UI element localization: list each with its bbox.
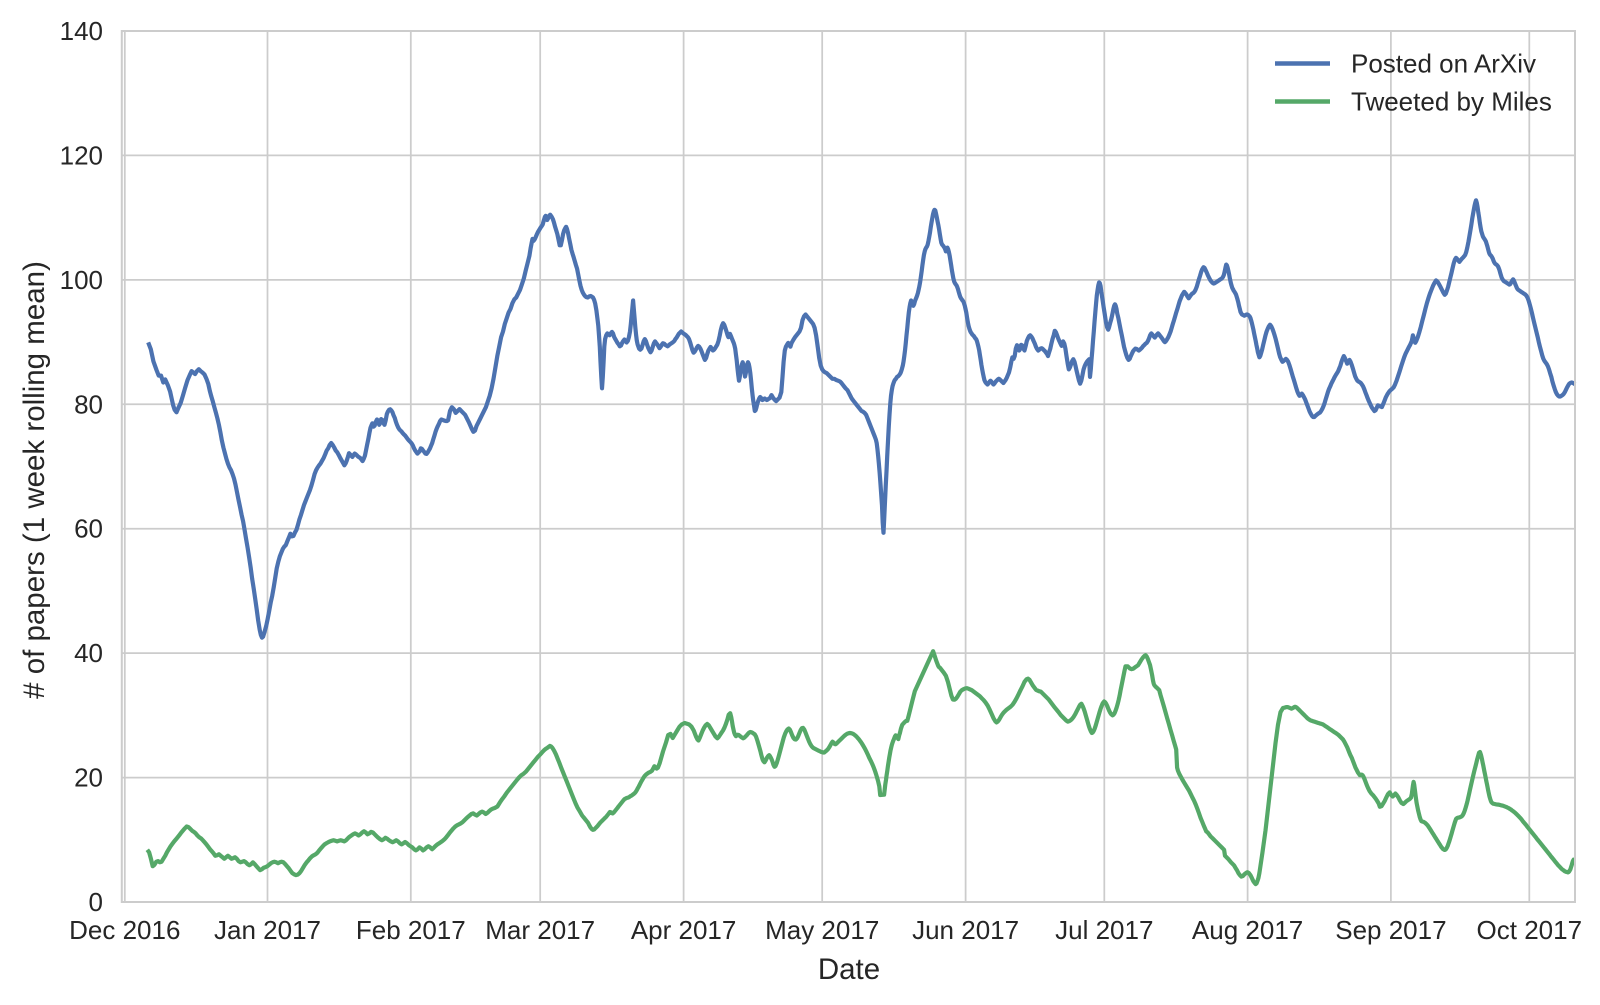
svg-text:100: 100 — [60, 265, 103, 295]
svg-text:Jul 2017: Jul 2017 — [1055, 915, 1153, 945]
svg-text:Jun 2017: Jun 2017 — [912, 915, 1019, 945]
svg-text:Oct 2017: Oct 2017 — [1477, 915, 1583, 945]
svg-text:Sep 2017: Sep 2017 — [1335, 915, 1446, 945]
svg-text:Apr 2017: Apr 2017 — [631, 915, 737, 945]
svg-text:20: 20 — [74, 763, 103, 793]
svg-text:May 2017: May 2017 — [765, 915, 879, 945]
svg-text:0: 0 — [89, 887, 103, 917]
svg-text:140: 140 — [60, 16, 103, 46]
svg-text:Dec 2016: Dec 2016 — [69, 915, 180, 945]
svg-text:Mar 2017: Mar 2017 — [485, 915, 595, 945]
svg-text:Date: Date — [818, 953, 880, 986]
svg-text:Aug 2017: Aug 2017 — [1192, 915, 1303, 945]
svg-text:40: 40 — [74, 638, 103, 668]
svg-text:80: 80 — [74, 389, 103, 419]
svg-text:Tweeted by Miles: Tweeted by Miles — [1351, 87, 1552, 117]
svg-text:Jan 2017: Jan 2017 — [214, 915, 321, 945]
svg-text:# of papers (1 week rolling me: # of papers (1 week rolling mean) — [18, 261, 51, 699]
svg-text:120: 120 — [60, 140, 103, 170]
svg-text:60: 60 — [74, 514, 103, 544]
svg-text:Feb 2017: Feb 2017 — [356, 915, 466, 945]
svg-text:Posted on ArXiv: Posted on ArXiv — [1351, 49, 1536, 79]
